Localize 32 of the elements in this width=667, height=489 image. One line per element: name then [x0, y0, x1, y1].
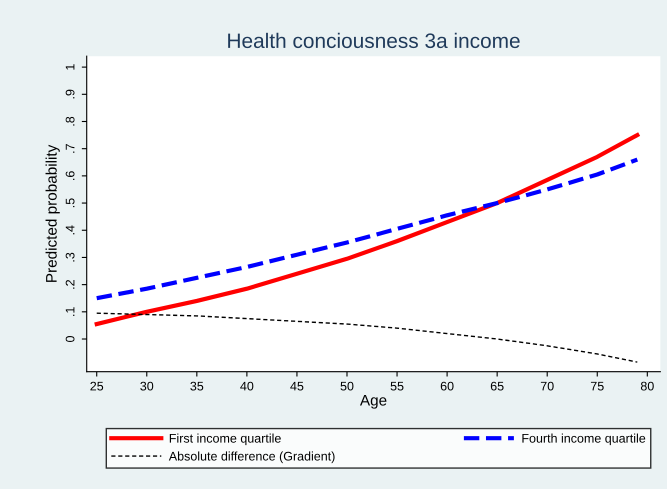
x-tick-label: 75	[590, 382, 604, 391]
chart-title: Health conciousness 3a income	[228, 32, 520, 48]
x-tick-label: 80	[640, 382, 654, 391]
y-tick-label: .8	[66, 116, 75, 126]
legend-label: Absolute difference (Gradient)	[168, 451, 335, 464]
y-tick-label: .1	[66, 307, 74, 316]
y-tick-label: .5	[66, 198, 75, 208]
x-tick-label: 70	[540, 382, 554, 391]
x-tick-label: 30	[140, 382, 154, 391]
x-tick-label: 45	[290, 382, 304, 391]
y-tick-label: .9	[66, 90, 75, 98]
y-tick-label: .7	[66, 144, 74, 153]
x-axis-title: Age	[360, 394, 386, 409]
y-axis-title: Predicted probability	[46, 144, 60, 282]
y-tick-label: 0	[66, 336, 75, 342]
legend-label: First income quartile	[170, 434, 281, 446]
x-tick-label: 40	[240, 382, 254, 391]
y-tick-label: .4	[66, 225, 74, 234]
line-series	[94, 157, 640, 300]
legend-label: Fourth income quartile	[522, 434, 646, 446]
x-tick-label: 35	[190, 382, 204, 391]
x-tick-label: 65	[490, 382, 504, 391]
y-tick-label: .6	[66, 171, 75, 180]
y-tick-label: 1	[66, 64, 74, 70]
x-tick-label: 25	[90, 382, 104, 391]
x-tick-label: 50	[340, 382, 354, 391]
y-tick-label: .3	[66, 252, 75, 262]
y-tick-label: .2	[66, 280, 74, 289]
line-series	[96, 312, 638, 363]
x-tick-label: 60	[440, 382, 454, 391]
x-tick-label: 55	[390, 382, 404, 391]
line-series	[94, 133, 640, 326]
